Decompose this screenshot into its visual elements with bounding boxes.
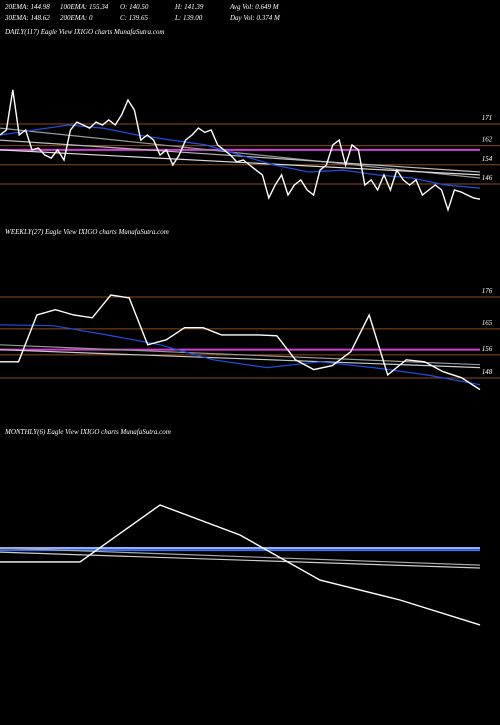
level-label: 148: [482, 368, 493, 376]
level-label: 146: [482, 174, 493, 182]
price-line: [0, 344, 481, 366]
stat: 100EMA: 155.34: [60, 3, 109, 11]
panel-title: WEEKLY(27) Eagle View IXIGO charts Munaf…: [5, 228, 169, 236]
level-label: 165: [482, 319, 493, 327]
level-label: 156: [482, 345, 493, 353]
panel-title: MONTHLY(6) Eagle View IXIGO charts Munaf…: [4, 428, 171, 436]
level-label: 176: [482, 287, 493, 295]
stat: C: 139.65: [120, 14, 149, 22]
price-line: [0, 324, 481, 386]
price-line: [0, 504, 481, 626]
level-label: 162: [482, 136, 493, 144]
price-line: [0, 127, 481, 179]
price-line: [0, 551, 481, 569]
stat: 20EMA: 144.98: [5, 3, 50, 11]
stat: H: 141.39: [174, 3, 204, 11]
price-line: [0, 89, 481, 213]
level-label: 171: [482, 114, 493, 122]
price-line: [0, 124, 481, 189]
panel-title: DAILY(117) Eagle View IXIGO charts Munaf…: [4, 28, 164, 36]
level-label: 154: [482, 155, 493, 163]
stat: L: 139.00: [174, 14, 203, 22]
stat: 200EMA: 0: [60, 14, 93, 22]
price-line: [0, 547, 481, 566]
stat: O: 140.50: [120, 3, 149, 11]
price-line: [0, 294, 481, 391]
stat: 30EMA: 148.62: [4, 14, 50, 22]
price-line: [0, 139, 481, 173]
price-line: [0, 149, 481, 176]
stat: Day Vol: 0.374 M: [229, 14, 281, 22]
stat: Avg Vol: 0.649 M: [229, 3, 280, 11]
